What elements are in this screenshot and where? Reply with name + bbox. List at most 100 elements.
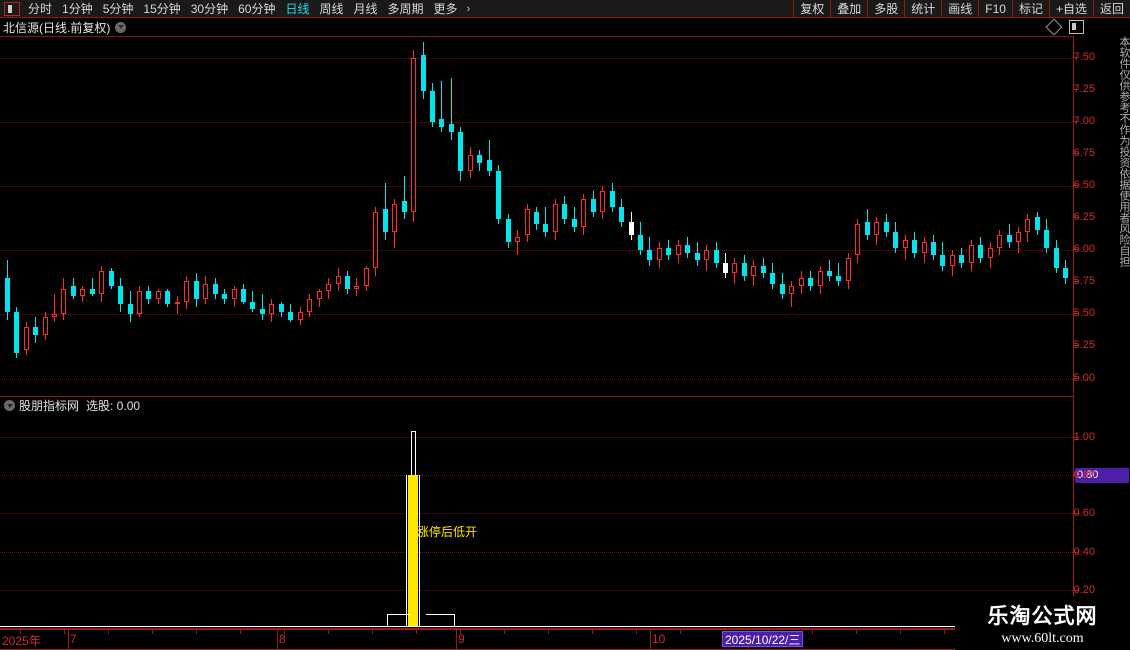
indicator-bar [408,475,418,626]
period-button-0[interactable]: 分时 [28,1,53,16]
candle-wick [838,263,839,287]
price-tick-label: 6.25 [1073,211,1095,224]
candle-body [836,275,841,281]
candle-body [477,155,482,163]
function-button-2[interactable]: 多股 [867,0,904,18]
candle-body [1025,219,1030,233]
function-button-5[interactable]: F10 [978,0,1012,18]
function-button-1[interactable]: 叠加 [830,0,867,18]
period-button-2[interactable]: 5分钟 [102,1,134,16]
indicator-tick-mark [1074,513,1079,515]
price-tick-mark [1074,249,1079,251]
period-button-1[interactable]: 1分钟 [62,1,93,16]
candle-body [638,234,643,251]
candle-body [553,203,558,233]
candle-body [298,311,303,320]
candle-body [723,263,728,274]
function-button-8[interactable]: 返回 [1092,0,1130,18]
candle-body [808,278,813,287]
selected-date-highlight[interactable]: 2025/10/22/三 [722,631,804,647]
price-tick-mark [1074,56,1079,58]
indicator-shoulder [426,614,454,615]
candle-body [506,219,511,243]
period-button-7[interactable]: 周线 [319,1,344,16]
period-button-5[interactable]: 60分钟 [238,1,276,16]
candle-body [222,293,227,299]
candle-body [515,237,520,243]
function-button-3[interactable]: 统计 [904,0,941,18]
candle-body [430,90,435,122]
candle-body [90,288,95,294]
more-chevron-icon[interactable]: › [466,2,471,15]
date-tick-mark [460,630,461,634]
candle-body [392,203,397,233]
price-tick-label: 5.25 [1073,339,1095,352]
candle-body [307,298,312,312]
candle-body [978,245,983,258]
price-tick-mark [1074,152,1079,154]
candle-body [61,288,66,315]
period-button-3[interactable]: 15分钟 [143,1,181,16]
layout-toggle-icon[interactable] [4,1,20,16]
candle-body [487,160,492,171]
candle-body [1035,216,1040,230]
candle-wick [92,278,93,297]
price-tick-mark [1074,313,1079,315]
candle-body [250,301,255,310]
date-tick-mark [328,630,329,634]
gridline [0,185,1073,187]
date-tick-mark [548,630,549,634]
indicator-menu-icon[interactable] [4,400,15,411]
function-button-0[interactable]: 复权 [793,0,830,18]
indicator-spike [411,431,412,476]
indicator-chart[interactable]: 涨停后低开 [0,414,1073,628]
candle-body [1016,232,1021,243]
candle-body [647,250,652,261]
indicator-shoulder-edge [387,614,388,626]
date-tick-label: 7 [70,632,77,646]
candle-body [439,119,444,127]
candle-body [742,263,747,276]
function-button-7[interactable]: +自选 [1048,0,1093,18]
indicator-spike [415,431,416,476]
period-button-9[interactable]: 多周期 [387,1,424,16]
indicator-tick-label: 0.40 [1073,545,1095,558]
watermark: 乐淘公式网 www.60lt.com [955,597,1130,650]
candle-wick [451,78,452,140]
candle-body [260,309,265,315]
date-separator [277,630,278,649]
candle-body [931,242,936,256]
diamond-icon[interactable] [1045,18,1063,36]
price-chart[interactable] [0,36,1073,393]
period-button-8[interactable]: 月线 [353,1,378,16]
period-button-10[interactable]: 更多 [433,1,458,16]
candle-body [354,286,359,289]
date-tick-label: 10 [652,632,666,646]
window-icon[interactable] [1069,20,1084,34]
period-button-6[interactable]: 日线 [285,1,310,16]
chevron-down-icon[interactable] [115,21,127,33]
function-button-4[interactable]: 画线 [941,0,978,18]
watermark-title: 乐淘公式网 [987,605,1098,628]
candle-body [1063,268,1068,279]
date-tick-mark [812,630,813,634]
candle-body [232,288,237,299]
function-button-6[interactable]: 标记 [1011,0,1049,18]
date-axis[interactable]: 2025年78910112025/10/22/三 [0,629,1073,650]
candle-body [988,247,993,258]
chart-header-icons [1045,18,1130,36]
candle-body [336,275,341,284]
candle-body [468,155,473,171]
candle-body [71,286,76,297]
period-button-4[interactable]: 30分钟 [190,1,229,16]
date-tick-mark [64,630,65,634]
price-tick-mark [1074,217,1079,219]
date-separator [650,630,651,649]
gridline [0,314,1073,316]
candle-body [959,255,964,263]
candle-body [799,278,804,287]
candle-body [411,57,416,212]
candle-body [24,327,29,351]
candle-body [184,280,189,302]
